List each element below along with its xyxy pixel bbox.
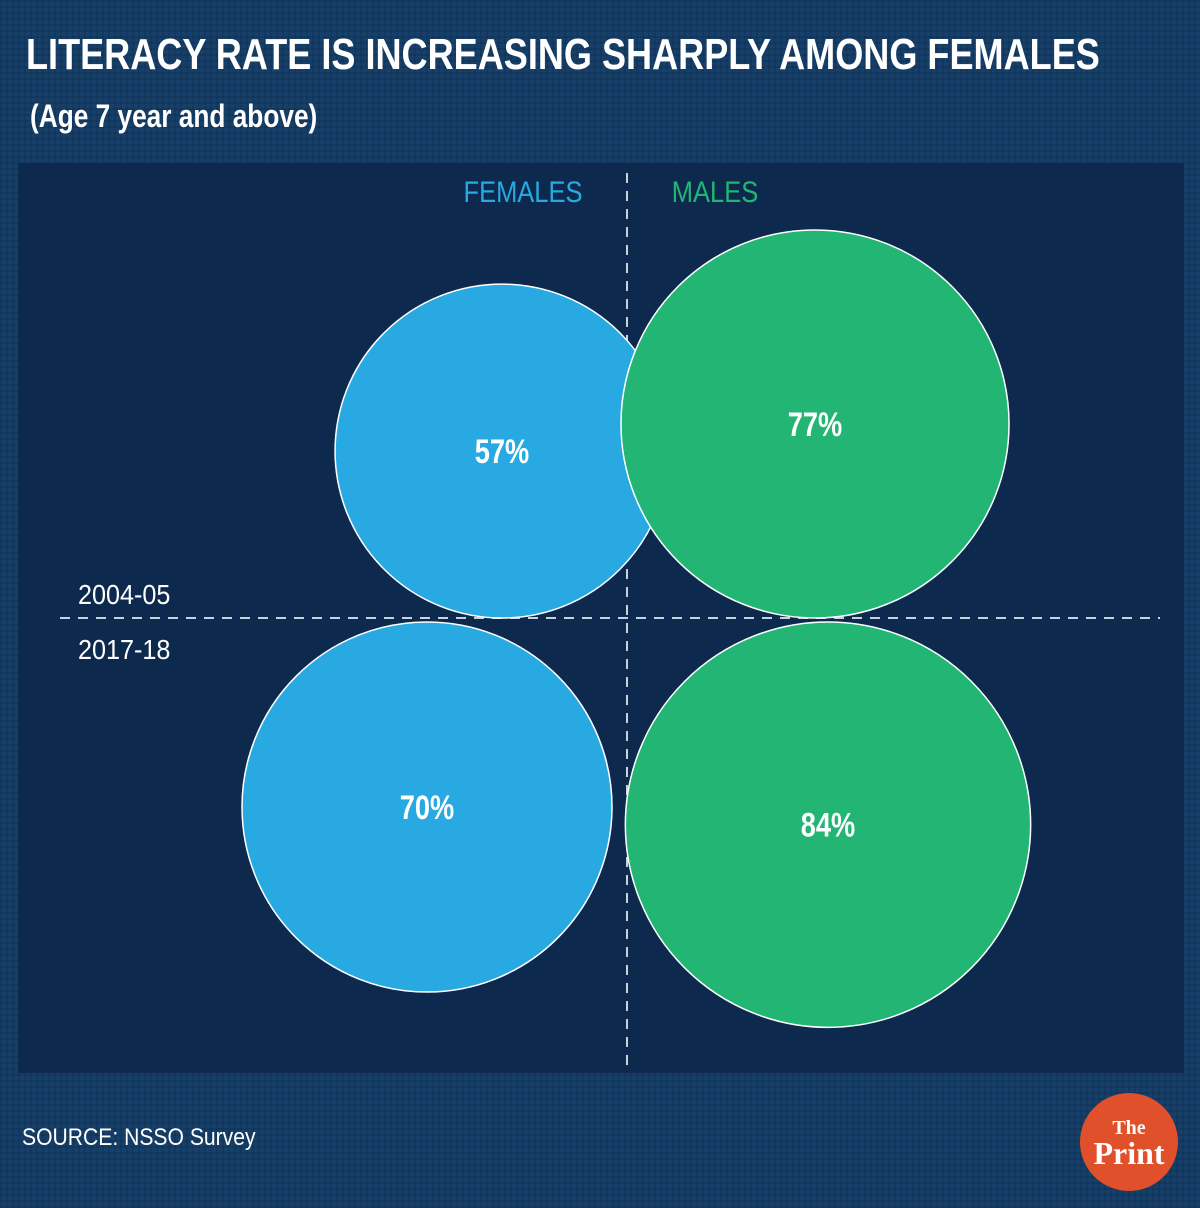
row-label-2017-18: 2017-18 bbox=[78, 634, 170, 666]
bubble-females-2017-18 bbox=[241, 621, 613, 993]
logo-text-the: The bbox=[1112, 1117, 1146, 1139]
bubble-label-females-2004-05: 57% bbox=[475, 432, 529, 471]
logo-text-print: Print bbox=[1093, 1135, 1165, 1171]
chart-title: LITERACY RATE IS INCREASING SHARPLY AMON… bbox=[26, 30, 1100, 79]
bubble-label-females-2017-18: 70% bbox=[400, 788, 454, 827]
bubbles-group: 57% 70% 77% 84% bbox=[241, 229, 1032, 1029]
column-label-females: FEMALES bbox=[464, 175, 583, 208]
column-label-males: MALES bbox=[672, 175, 758, 208]
bubble-males-2004-05 bbox=[620, 229, 1010, 619]
bubble-label-males-2017-18: 84% bbox=[801, 806, 855, 845]
bubble-label-males-2004-05: 77% bbox=[788, 405, 842, 444]
source-note: SOURCE: NSSO Survey bbox=[22, 1124, 256, 1151]
theprint-logo: The Print bbox=[1080, 1093, 1178, 1191]
chart-subtitle: (Age 7 year and above) bbox=[30, 98, 318, 134]
row-label-2004-05: 2004-05 bbox=[78, 579, 170, 611]
bubble-males-2017-18 bbox=[624, 621, 1032, 1029]
